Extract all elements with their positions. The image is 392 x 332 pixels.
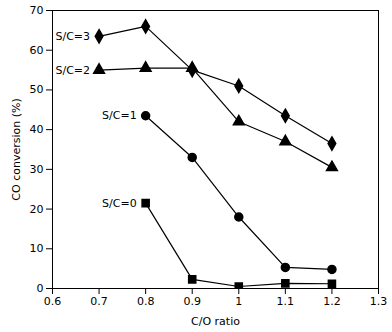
svg-text:0.8: 0.8 <box>137 295 155 308</box>
svg-text:50: 50 <box>30 83 44 96</box>
svg-text:40: 40 <box>30 123 44 136</box>
svg-text:1.2: 1.2 <box>323 295 341 308</box>
svg-text:1: 1 <box>235 295 242 308</box>
svg-text:S/C=3: S/C=3 <box>55 30 90 43</box>
svg-text:30: 30 <box>30 163 44 176</box>
svg-text:0.6: 0.6 <box>44 295 62 308</box>
svg-text:0: 0 <box>37 282 44 295</box>
svg-text:S/C=1: S/C=1 <box>102 109 137 122</box>
svg-text:0.9: 0.9 <box>183 295 201 308</box>
svg-text:S/C=0: S/C=0 <box>102 197 137 210</box>
svg-text:60: 60 <box>30 44 44 57</box>
svg-text:10: 10 <box>30 242 44 255</box>
svg-text:S/C=2: S/C=2 <box>55 64 90 77</box>
svg-text:1.1: 1.1 <box>277 295 295 308</box>
svg-text:C/O ratio: C/O ratio <box>191 315 240 328</box>
svg-text:70: 70 <box>30 4 44 17</box>
svg-text:20: 20 <box>30 203 44 216</box>
svg-text:0.7: 0.7 <box>90 295 108 308</box>
svg-text:1.3: 1.3 <box>370 295 388 308</box>
svg-text:CO conversion (%): CO conversion (%) <box>10 98 23 200</box>
